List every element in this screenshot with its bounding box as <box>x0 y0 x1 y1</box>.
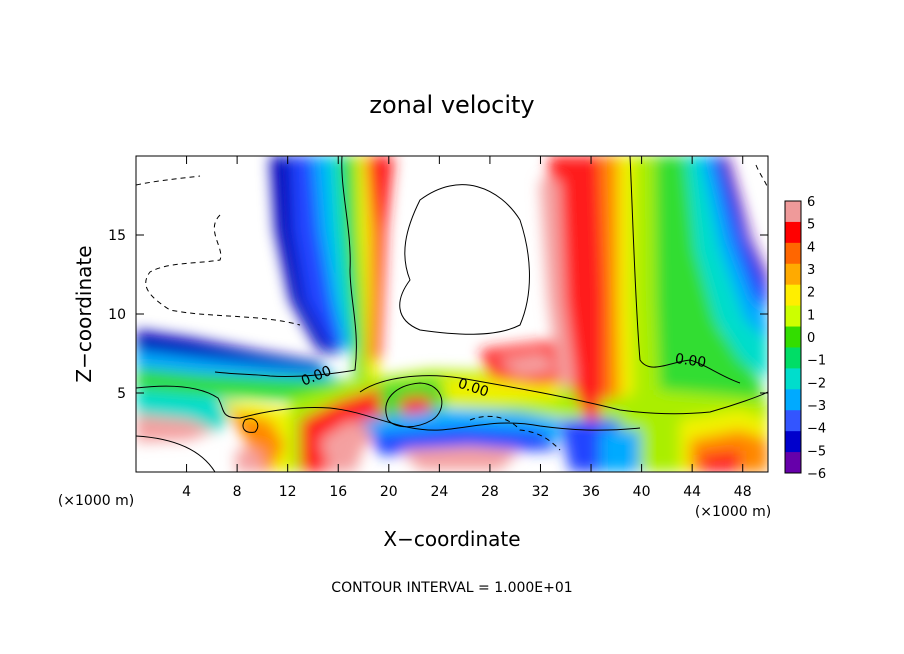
x-unit-label-left: (×1000 m) <box>58 493 134 509</box>
x-tick-label-4: 20 <box>380 484 398 500</box>
y-tick-label-2: 15 <box>108 228 126 244</box>
colorbar-swatch-7 <box>785 347 801 369</box>
x-tick-label-1: 8 <box>233 484 242 500</box>
x-tick-label-11: 48 <box>734 484 752 500</box>
chart-title: zonal velocity <box>369 91 534 119</box>
x-tick-label-7: 32 <box>532 484 550 500</box>
heatmap-region-31 <box>655 156 768 420</box>
contour-line-6 <box>629 156 741 384</box>
colorbar-swatch-12 <box>785 452 801 474</box>
colorbar-label-3: 3 <box>807 263 815 278</box>
colorbar-label-1: 5 <box>807 218 815 233</box>
colorbar-swatch-1 <box>785 221 801 244</box>
x-tick-label-10: 44 <box>683 484 701 500</box>
x-tick-label-2: 12 <box>279 484 297 500</box>
colorbar-label-7: −1 <box>807 354 826 369</box>
x-tick-label-6: 28 <box>481 484 499 500</box>
colorbar-label-8: −2 <box>807 376 826 391</box>
colorbar-label-4: 2 <box>807 286 815 301</box>
contour-line-8 <box>136 435 216 472</box>
heatmap-region-24 <box>370 428 560 455</box>
heatmap-region-9 <box>136 368 360 400</box>
contour-label-2: 0.00 <box>674 351 707 371</box>
colorbar-label-0: 6 <box>807 195 815 210</box>
heatmap-region-11 <box>136 415 215 442</box>
heatmap-region-27 <box>540 180 575 390</box>
heatmap-region-35 <box>720 156 768 290</box>
contour-interval-note: CONTOUR INTERVAL = 1.000E+01 <box>331 580 572 596</box>
contour-line-1 <box>145 214 301 326</box>
contour-line-2 <box>136 385 641 431</box>
heatmap-region-13 <box>228 412 285 472</box>
x-tick-label-9: 40 <box>633 484 651 500</box>
colorbar-label-2: 4 <box>807 240 815 255</box>
heatmap-region-17 <box>320 420 370 472</box>
contour-line-3 <box>214 156 357 377</box>
colorbar-label-6: 0 <box>807 331 815 346</box>
contour-line-9 <box>242 418 259 433</box>
contour-line-7 <box>399 184 530 335</box>
heatmap-field <box>136 156 768 472</box>
colorbar-swatch-3 <box>785 263 801 286</box>
colorbar-swatch-9 <box>785 389 801 411</box>
heatmap-region-41 <box>700 450 740 472</box>
colorbar: 6 5 4 3 2 1 0 −1 −2 −3 −4 −5 −6 <box>784 195 826 482</box>
contour-line-4 <box>385 382 443 428</box>
colorbar-swatch-6 <box>785 326 801 348</box>
colorbar-swatch-5 <box>785 305 801 328</box>
colorbar-label-12: −6 <box>807 467 826 482</box>
heatmap-region-14 <box>236 450 262 472</box>
x-axis-label: X−coordinate <box>383 527 520 551</box>
colorbar-label-5: 1 <box>807 308 815 323</box>
heatmap-region-4 <box>340 156 370 380</box>
heatmap-region-34 <box>712 156 768 310</box>
colorbar-label-9: −3 <box>807 399 826 414</box>
heatmap-region-32 <box>685 156 768 380</box>
x-tick-label-8: 36 <box>582 484 600 500</box>
colorbar-swatch-0 <box>785 201 801 223</box>
contour-line-11 <box>755 164 768 191</box>
y-tick-label-1: 10 <box>108 307 126 323</box>
contour-line-5 <box>359 375 768 415</box>
x-tick-label-0: 4 <box>182 484 191 500</box>
heatmap-region-22 <box>495 352 555 376</box>
colorbar-swatch-4 <box>785 284 801 307</box>
colorbar-swatch-2 <box>785 242 801 265</box>
heatmap-region-25 <box>400 446 520 470</box>
heatmap-region-38 <box>600 430 640 472</box>
colorbar-label-10: −4 <box>807 422 826 437</box>
y-axis-label: Z−coordinate <box>72 245 96 382</box>
contour-line-10 <box>469 415 561 451</box>
y-tick-label-0: 5 <box>117 386 126 402</box>
colorbar-swatch-11 <box>785 431 801 453</box>
heatmap-region-6 <box>366 156 394 360</box>
colorbar-swatch-8 <box>785 368 801 390</box>
colorbar-label-11: −5 <box>807 444 826 459</box>
colorbar-frame <box>784 200 802 474</box>
x-tick-label-3: 16 <box>329 484 347 500</box>
x-unit-label-right: (×1000 m) <box>695 504 771 520</box>
x-tick-label-5: 24 <box>430 484 448 500</box>
colorbar-swatch-10 <box>785 410 801 432</box>
heatmap-region-33 <box>700 156 768 340</box>
